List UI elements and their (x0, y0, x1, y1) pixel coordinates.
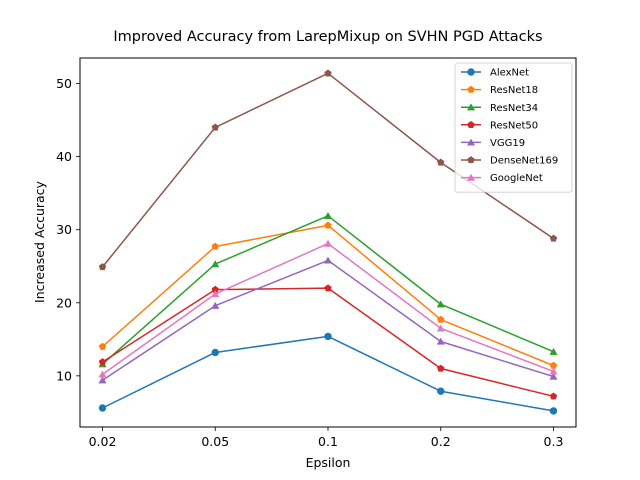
x-tick-label: 0.02 (89, 434, 117, 449)
data-point-alexnet (549, 407, 558, 415)
chart-title: Improved Accuracy from LarepMixup on SVH… (113, 29, 542, 45)
legend-marker-vgg19 (466, 138, 476, 146)
data-point-densenet169 (324, 69, 332, 77)
data-point-resnet34 (323, 211, 333, 219)
data-point-vgg19 (549, 372, 558, 380)
data-point-resnet18 (324, 221, 332, 229)
data-point-vgg19 (436, 337, 445, 345)
data-point-resnet34 (549, 347, 558, 355)
legend-marker-densenet169 (467, 156, 475, 164)
data-point-alexnet (324, 332, 332, 341)
legend-label-alexnet: AlexNet (490, 68, 529, 79)
legend-label-vgg19: VGG19 (490, 138, 525, 149)
data-point-vgg19 (211, 301, 220, 309)
data-point-resnet50 (98, 358, 107, 366)
data-point-googlenet (323, 239, 333, 247)
x-tick-label: 0.3 (544, 434, 564, 449)
legend-label-resnet18: ResNet18 (490, 85, 538, 96)
data-point-alexnet (437, 387, 445, 395)
x-tick-label: 0.2 (431, 434, 451, 449)
data-point-densenet169 (98, 263, 107, 271)
legend-marker-googlenet (466, 173, 476, 181)
series-resnet50 (98, 284, 558, 400)
legend-box (454, 62, 573, 193)
data-point-googlenet (211, 290, 220, 298)
data-point-googlenet (436, 324, 445, 332)
plot-area: 0.02 0.05 0.1 0.2 0.3 10 20 30 40 50 (56, 69, 564, 449)
x-axis-label: Epsilon (306, 455, 351, 470)
series-googlenet (98, 239, 558, 378)
x-tick-label: 0.1 (318, 434, 338, 449)
y-tick-label: 40 (56, 149, 72, 164)
data-point-densenet169 (211, 123, 219, 131)
data-point-googlenet (98, 370, 107, 378)
y-tick-label: 50 (56, 76, 72, 91)
data-point-alexnet (98, 404, 107, 412)
legend-marker-resnet34 (466, 103, 476, 111)
legend-marker-resnet50 (467, 120, 475, 128)
data-point-densenet169 (549, 234, 558, 242)
legend-marker-alexnet (467, 68, 475, 76)
data-point-resnet50 (437, 364, 445, 372)
data-point-resnet34 (436, 300, 445, 308)
data-point-googlenet (549, 367, 558, 375)
data-point-resnet34 (211, 260, 220, 268)
data-point-vgg19 (98, 376, 107, 384)
data-point-densenet169 (437, 158, 445, 166)
series-resnet18 (98, 221, 558, 369)
series-alexnet (98, 332, 558, 415)
y-axis-label: Increased Accuracy (32, 180, 47, 302)
data-point-resnet50 (549, 392, 558, 400)
legend-label-resnet50: ResNet50 (490, 120, 538, 131)
legend-label-googlenet: GoogleNet (490, 173, 543, 184)
x-tick-label: 0.05 (201, 434, 229, 449)
legend-label-resnet34: ResNet34 (490, 103, 538, 114)
data-point-vgg19 (323, 256, 333, 264)
data-point-resnet18 (437, 315, 445, 323)
y-tick-label: 30 (56, 222, 72, 237)
axes-frame (79, 57, 577, 428)
data-point-alexnet (211, 348, 219, 357)
y-tick-label: 20 (56, 295, 72, 310)
legend-marker-resnet18 (467, 85, 475, 93)
series-vgg19 (98, 256, 558, 384)
data-point-resnet18 (211, 242, 219, 250)
data-point-resnet50 (324, 284, 332, 292)
legend-label-densenet169: DenseNet169 (490, 156, 558, 167)
data-point-resnet18 (98, 342, 107, 350)
legend: AlexNet ResNet18 ResNet34 ResNet50 VGG19 Dens… (454, 62, 573, 193)
y-tick-label: 10 (56, 368, 72, 383)
